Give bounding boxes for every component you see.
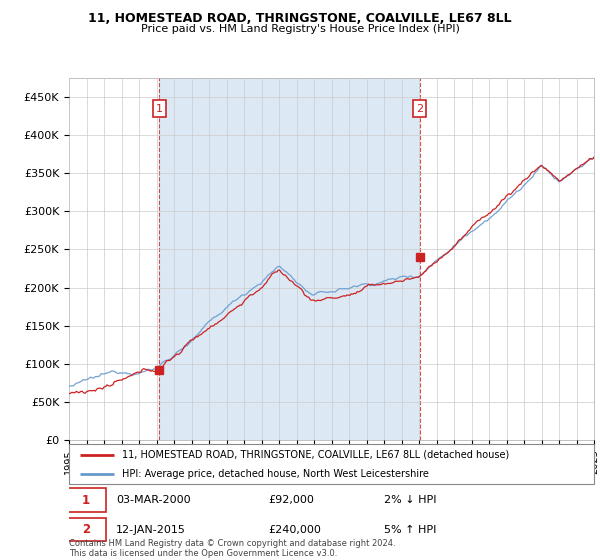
Text: 12-JAN-2015: 12-JAN-2015 — [116, 525, 186, 535]
Text: Contains HM Land Registry data © Crown copyright and database right 2024.
This d: Contains HM Land Registry data © Crown c… — [69, 539, 395, 558]
Text: 2: 2 — [82, 523, 90, 536]
Text: 11, HOMESTEAD ROAD, THRINGSTONE, COALVILLE, LE67 8LL (detached house): 11, HOMESTEAD ROAD, THRINGSTONE, COALVIL… — [121, 450, 509, 460]
Text: HPI: Average price, detached house, North West Leicestershire: HPI: Average price, detached house, Nort… — [121, 469, 428, 478]
Text: 03-MAR-2000: 03-MAR-2000 — [116, 495, 191, 505]
Text: 11, HOMESTEAD ROAD, THRINGSTONE, COALVILLE, LE67 8LL: 11, HOMESTEAD ROAD, THRINGSTONE, COALVIL… — [88, 12, 512, 25]
FancyBboxPatch shape — [67, 488, 106, 512]
Text: 1: 1 — [82, 493, 90, 507]
FancyBboxPatch shape — [67, 518, 106, 542]
Text: £92,000: £92,000 — [269, 495, 314, 505]
FancyBboxPatch shape — [69, 444, 594, 484]
Text: 2% ↓ HPI: 2% ↓ HPI — [384, 495, 437, 505]
Bar — [160, 78, 419, 440]
Text: Price paid vs. HM Land Registry's House Price Index (HPI): Price paid vs. HM Land Registry's House … — [140, 24, 460, 34]
Text: 2: 2 — [416, 104, 423, 114]
Text: 1: 1 — [156, 104, 163, 114]
Text: 5% ↑ HPI: 5% ↑ HPI — [384, 525, 436, 535]
Text: £240,000: £240,000 — [269, 525, 322, 535]
